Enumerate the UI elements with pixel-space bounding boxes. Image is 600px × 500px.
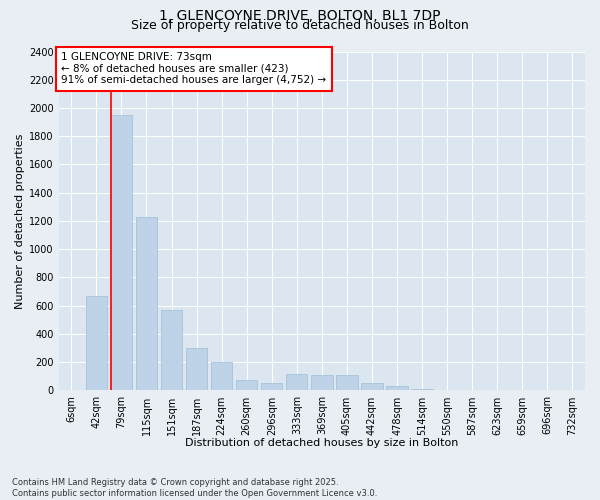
Bar [361,382,383,390]
Bar [136,217,157,390]
Bar [336,375,358,390]
Bar [286,374,307,390]
Bar [86,296,107,390]
Bar [111,115,132,390]
Bar [186,348,207,391]
Bar [261,384,283,390]
Bar [211,362,232,390]
Bar [311,375,332,390]
Bar [236,380,257,390]
Text: 1, GLENCOYNE DRIVE, BOLTON, BL1 7DP: 1, GLENCOYNE DRIVE, BOLTON, BL1 7DP [159,9,441,23]
Text: 1 GLENCOYNE DRIVE: 73sqm
← 8% of detached houses are smaller (423)
91% of semi-d: 1 GLENCOYNE DRIVE: 73sqm ← 8% of detache… [61,52,326,86]
Y-axis label: Number of detached properties: Number of detached properties [15,134,25,308]
X-axis label: Distribution of detached houses by size in Bolton: Distribution of detached houses by size … [185,438,458,448]
Bar [161,310,182,390]
Text: Size of property relative to detached houses in Bolton: Size of property relative to detached ho… [131,19,469,32]
Text: Contains HM Land Registry data © Crown copyright and database right 2025.
Contai: Contains HM Land Registry data © Crown c… [12,478,377,498]
Bar [386,386,408,390]
Bar [412,389,433,390]
